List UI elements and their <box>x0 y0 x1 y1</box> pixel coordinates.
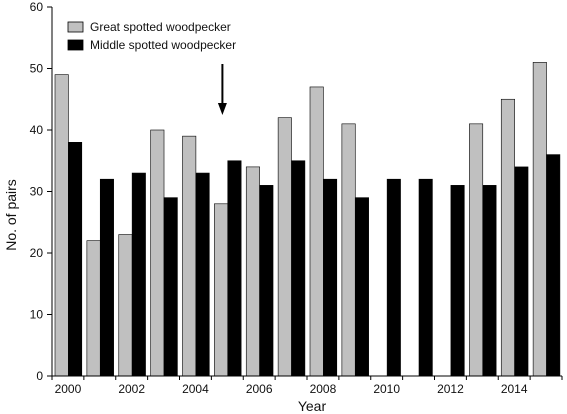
great-spotted-bars <box>54 62 547 377</box>
x-tick-label-2012: 2012 <box>437 382 464 396</box>
bar-middle-spotted-woodpecker-2012 <box>450 185 465 377</box>
x-tick-label-2010: 2010 <box>373 382 400 396</box>
bar-great-spotted-woodpecker-2001 <box>86 240 101 377</box>
legend-label-middle-spotted: Middle spotted woodpecker <box>90 38 236 52</box>
bar-middle-spotted-woodpecker-2002 <box>131 172 146 377</box>
bar-middle-spotted-woodpecker-2004 <box>195 172 210 377</box>
bar-middle-spotted-woodpecker-2014 <box>514 166 529 377</box>
bar-great-spotted-woodpecker-2009 <box>341 123 356 377</box>
bar-great-spotted-woodpecker-2000 <box>54 74 69 377</box>
bar-middle-spotted-woodpecker-2007 <box>291 160 306 377</box>
y-tick-label-0: 0 <box>36 369 43 383</box>
legend-label-great-spotted: Great spotted woodpecker <box>90 20 231 34</box>
bar-great-spotted-woodpecker-2006 <box>245 166 260 377</box>
x-tick-label-2004: 2004 <box>182 382 209 396</box>
bar-great-spotted-woodpecker-2005 <box>214 203 229 377</box>
bar-middle-spotted-woodpecker-2011 <box>418 178 433 377</box>
legend-swatch-middle-spotted <box>67 39 84 51</box>
y-tick-label-50: 50 <box>30 62 44 76</box>
bar-great-spotted-woodpecker-2013 <box>469 123 484 377</box>
bar-middle-spotted-woodpecker-2009 <box>354 197 369 377</box>
bar-great-spotted-woodpecker-2003 <box>150 129 165 377</box>
bar-great-spotted-woodpecker-2007 <box>277 117 292 377</box>
bar-great-spotted-woodpecker-2004 <box>182 135 197 377</box>
y-tick-label-10: 10 <box>30 308 44 322</box>
bar-middle-spotted-woodpecker-2013 <box>482 185 497 377</box>
y-tick-label-40: 40 <box>30 123 44 137</box>
bar-great-spotted-woodpecker-2014 <box>500 98 515 377</box>
legend-swatch-great-spotted <box>67 21 84 33</box>
bar-middle-spotted-woodpecker-2001 <box>99 178 114 377</box>
x-tick-label-2008: 2008 <box>310 382 337 396</box>
x-tick-label-2002: 2002 <box>118 382 145 396</box>
x-tick-label-2006: 2006 <box>246 382 273 396</box>
middle-spotted-bars <box>68 142 561 377</box>
x-axis-title: Year <box>298 398 327 414</box>
bar-middle-spotted-woodpecker-2008 <box>323 178 338 377</box>
bar-middle-spotted-woodpecker-2005 <box>227 160 242 377</box>
bar-great-spotted-woodpecker-2015 <box>532 62 547 377</box>
legend: Great spotted woodpecker Middle spotted … <box>67 20 236 52</box>
y-tick-label-20: 20 <box>30 246 44 260</box>
y-tick-label-60: 60 <box>30 0 44 14</box>
bar-middle-spotted-woodpecker-2015 <box>546 154 561 377</box>
y-tick-label-30: 30 <box>30 185 44 199</box>
bar-middle-spotted-woodpecker-2003 <box>163 197 178 377</box>
bar-middle-spotted-woodpecker-2000 <box>68 142 83 377</box>
y-ticks: 0 10 20 30 40 50 60 <box>30 0 52 383</box>
arrow-head <box>217 103 227 115</box>
bar-middle-spotted-woodpecker-2006 <box>259 185 274 377</box>
x-ticks: 2000 2002 2004 2006 2008 2010 2012 2014 <box>51 376 563 396</box>
x-tick-label-2000: 2000 <box>55 382 82 396</box>
bar-great-spotted-woodpecker-2008 <box>309 86 324 377</box>
annotation-arrow <box>217 64 227 115</box>
bar-middle-spotted-woodpecker-2010 <box>386 178 401 377</box>
bar-great-spotted-woodpecker-2002 <box>118 234 133 377</box>
x-tick-label-2014: 2014 <box>501 382 528 396</box>
y-axis-title: No. of pairs <box>3 179 19 251</box>
